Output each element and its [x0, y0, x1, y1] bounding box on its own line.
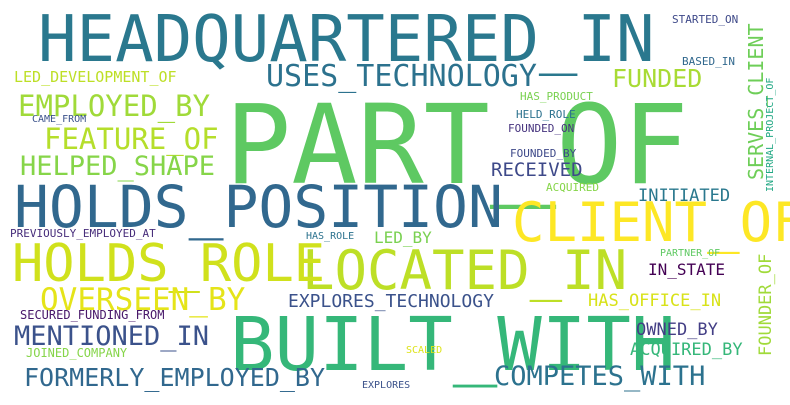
word-founded-on: FOUNDED_ON [508, 122, 575, 135]
word-serves-client: SERVES_CLIENT [744, 23, 768, 180]
word-client-of: CLIENT_OF [512, 191, 790, 254]
word-explores: EXPLORES [362, 380, 411, 391]
word-holds-position: HOLDS_POSITION [14, 173, 503, 241]
word-has-office-in: HAS_OFFICE_IN [588, 291, 722, 311]
word-mentioned-in: MENTIONED_IN [14, 321, 210, 352]
word-located-in: LOCATED_IN [302, 239, 628, 302]
word-has-product: HAS_PRODUCT [520, 90, 593, 103]
word-partner-of: PARTNER_OF [660, 248, 721, 259]
word-funded: FUNDED [612, 64, 703, 93]
word-initiated: INITIATED [638, 186, 731, 206]
word-secured-funding-from: SECURED_FUNDING_FROM [20, 308, 165, 322]
word-led-development-of: LED_DEVELOPMENT_OF [14, 68, 177, 86]
word-overseen-by: OVERSEEN_BY [40, 282, 246, 318]
word-employed-by: EMPLOYED_BY [18, 89, 211, 123]
word-based-in: BASED_IN [682, 55, 735, 68]
word-built-with: BUILT_WITH [230, 302, 676, 388]
word-holds-role: HOLDS_ROLE [12, 234, 326, 294]
word-uses-technology: USES_TECHNOLOGY [266, 59, 537, 94]
word-came-from: CAME_FROM [32, 114, 87, 125]
word-headquartered-in: HEADQUARTERED_IN [38, 3, 655, 77]
word-founder-of: FOUNDER_OF [756, 253, 776, 356]
word-acquired-by: ACQUIRED_BY [630, 340, 743, 360]
word-held-role: HELD_ROLE [516, 108, 576, 121]
word-formerly-employed-by: FORMERLY_EMPLOYED_BY [24, 363, 326, 392]
word-led-by: LED_BY [374, 228, 432, 247]
word-started-on: STARTED_ON [672, 13, 739, 26]
word-received: RECEIVED [491, 159, 583, 181]
word-previously-employed-at: PREVIOUSLY_EMPLOYED_AT [10, 227, 156, 240]
word-internal-project-of: INTERNAL_PROJECT_OF [765, 77, 776, 192]
word-founded-by: FOUNDED_BY [510, 147, 577, 160]
word-has-role: HAS_ROLE [306, 231, 355, 242]
word-owned-by: OWNED_BY [636, 320, 718, 340]
word-helped-shape: HELPED_SHAPE [20, 151, 216, 182]
word-part-of: PART_OF [225, 81, 689, 209]
word-explores-technology: EXPLORES_TECHNOLOGY [288, 291, 494, 312]
word-scaled: SCALED [406, 345, 443, 356]
word-acquired: ACQUIRED [546, 181, 599, 194]
word-joined-company: JOINED_COMPANY [26, 346, 128, 360]
word-competes-with: COMPETES_WITH [494, 361, 706, 392]
word-feature-of: FEATURE_OF [44, 122, 219, 156]
word-in-state: IN_STATE [648, 260, 726, 279]
